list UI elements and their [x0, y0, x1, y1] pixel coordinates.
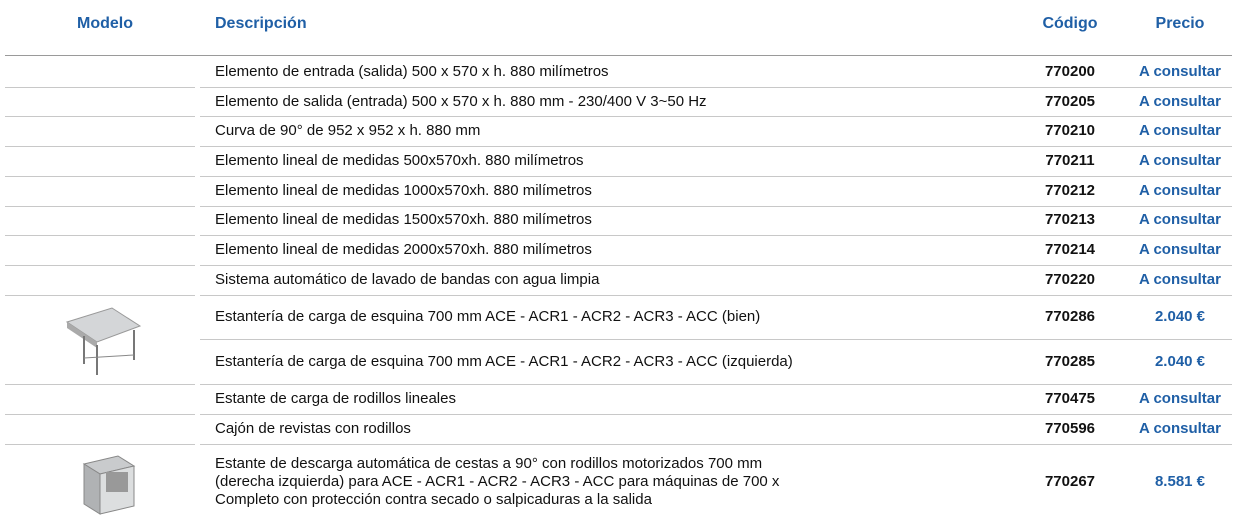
price: A consultar: [1139, 181, 1221, 199]
row-rule: [5, 443, 195, 445]
price: 2.040 €: [1154, 308, 1206, 325]
code: 770220: [1044, 270, 1096, 288]
row-rule: [5, 264, 195, 266]
code: 770211: [1045, 151, 1095, 169]
description: Completo con protección contra secado o …: [215, 491, 652, 509]
product-image: [65, 307, 142, 375]
code: 770205: [1044, 92, 1096, 110]
row-rule: [200, 443, 1232, 445]
code: 770286: [1044, 308, 1096, 325]
description: (derecha izquierda) para ACE - ACR1 - AC…: [215, 473, 780, 491]
header-description: Descripción: [215, 15, 307, 32]
row-rule: [200, 86, 1232, 88]
price: A consultar: [1139, 390, 1221, 408]
price: A consultar: [1139, 270, 1221, 288]
product-image: [82, 455, 136, 515]
description: Elemento lineal de medidas 2000x570xh. 8…: [215, 241, 592, 259]
row-rule: [5, 86, 195, 88]
row-rule: [5, 175, 195, 177]
row-rule: [5, 235, 195, 237]
description: Elemento de salida (entrada) 500 x 570 x…: [215, 92, 707, 110]
row-rule: [200, 146, 1232, 148]
description: Elemento lineal de medidas 500x570xh. 88…: [215, 151, 584, 169]
row-rule: [5, 294, 195, 296]
price: 8.581 €: [1154, 473, 1206, 491]
description: Elemento lineal de medidas 1500x570xh. 8…: [215, 211, 592, 229]
row-rule: [200, 235, 1232, 237]
code: 770267: [1044, 473, 1096, 491]
header-code: Código: [1042, 15, 1098, 32]
row-rule: [200, 205, 1232, 207]
row-rule: [5, 116, 195, 118]
code: 770475: [1044, 390, 1096, 408]
price: A consultar: [1139, 62, 1221, 80]
row-rule: [5, 205, 195, 207]
code: 770210: [1044, 122, 1096, 140]
code: 770200: [1044, 62, 1096, 80]
row-rule: [200, 264, 1232, 266]
header-price: Precio: [1155, 15, 1205, 32]
price: 2.040 €: [1154, 352, 1206, 370]
description: Elemento lineal de medidas 1000x570xh. 8…: [215, 181, 592, 199]
price: A consultar: [1139, 241, 1221, 259]
description: Estante de carga de rodillos lineales: [215, 390, 456, 408]
row-rule: [200, 294, 1232, 296]
description: Curva de 90° de 952 x 952 x h. 880 mm: [215, 122, 481, 140]
description: Cajón de revistas con rodillos: [215, 419, 411, 437]
price: A consultar: [1139, 211, 1221, 229]
row-rule: [5, 384, 195, 386]
code: 770596: [1044, 419, 1096, 437]
description: Sistema automático de lavado de bandas c…: [215, 270, 600, 288]
price: A consultar: [1139, 122, 1221, 140]
price: A consultar: [1139, 92, 1221, 110]
code: 770212: [1044, 181, 1096, 199]
price: A consultar: [1139, 151, 1221, 169]
code: 770213: [1044, 211, 1096, 229]
row-rule: [200, 175, 1232, 177]
row-rule: [200, 384, 1232, 386]
header-rule: [5, 55, 1232, 56]
description: Estante de descarga automática de cestas…: [215, 455, 763, 473]
description: Estantería de carga de esquina 700 mm AC…: [215, 352, 793, 370]
header-model: Modelo: [77, 15, 133, 32]
description: Elemento de entrada (salida) 500 x 570 x…: [215, 62, 609, 80]
code: 770214: [1044, 241, 1096, 259]
row-rule: [200, 414, 1232, 415]
row-rule: [5, 146, 195, 148]
description: Estantería de carga de esquina 700 mm AC…: [215, 308, 761, 325]
row-rule: [200, 339, 1232, 341]
price: A consultar: [1139, 419, 1221, 437]
row-rule: [200, 116, 1232, 118]
code: 770285: [1044, 352, 1096, 370]
row-rule: [5, 414, 195, 415]
